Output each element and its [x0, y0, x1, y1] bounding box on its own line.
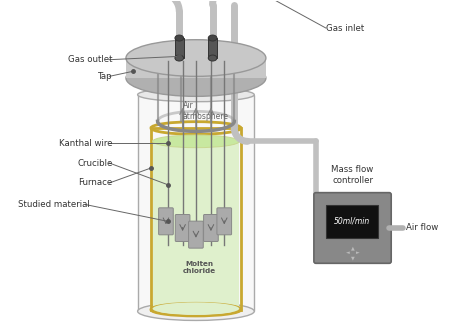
Text: Kanthal wire: Kanthal wire: [59, 138, 113, 148]
Ellipse shape: [208, 35, 217, 41]
Text: ▼: ▼: [351, 255, 355, 260]
Ellipse shape: [126, 60, 266, 96]
Polygon shape: [208, 38, 217, 58]
Ellipse shape: [137, 88, 254, 102]
Text: Studied material: Studied material: [18, 200, 89, 209]
FancyBboxPatch shape: [204, 214, 218, 242]
Text: Mass flow
controller: Mass flow controller: [331, 165, 374, 185]
Text: Gas outlet: Gas outlet: [68, 55, 113, 64]
Text: ◄: ◄: [346, 250, 349, 255]
Polygon shape: [126, 58, 266, 78]
Polygon shape: [137, 95, 254, 311]
FancyBboxPatch shape: [314, 193, 391, 263]
FancyBboxPatch shape: [189, 221, 203, 248]
Text: Air
atmosphere: Air atmosphere: [182, 101, 228, 121]
Text: Furnace: Furnace: [78, 178, 113, 187]
Ellipse shape: [153, 135, 239, 148]
Text: Molten
chloride: Molten chloride: [182, 261, 216, 275]
FancyBboxPatch shape: [217, 208, 232, 235]
Ellipse shape: [175, 55, 183, 61]
FancyBboxPatch shape: [175, 214, 190, 242]
Text: 50ml/min: 50ml/min: [334, 217, 370, 226]
Text: Crucible: Crucible: [77, 159, 113, 168]
Ellipse shape: [137, 302, 254, 321]
Ellipse shape: [153, 302, 239, 315]
Bar: [326, 205, 377, 238]
Polygon shape: [153, 141, 239, 309]
Ellipse shape: [175, 35, 183, 41]
Text: Air flow: Air flow: [406, 223, 438, 233]
Ellipse shape: [126, 40, 266, 76]
Text: Gas inlet: Gas inlet: [326, 24, 364, 33]
Text: ►: ►: [356, 250, 359, 255]
Ellipse shape: [208, 55, 217, 61]
Text: ▲: ▲: [351, 246, 355, 250]
Text: Tap: Tap: [98, 72, 113, 81]
Polygon shape: [175, 38, 183, 58]
FancyBboxPatch shape: [159, 208, 173, 235]
